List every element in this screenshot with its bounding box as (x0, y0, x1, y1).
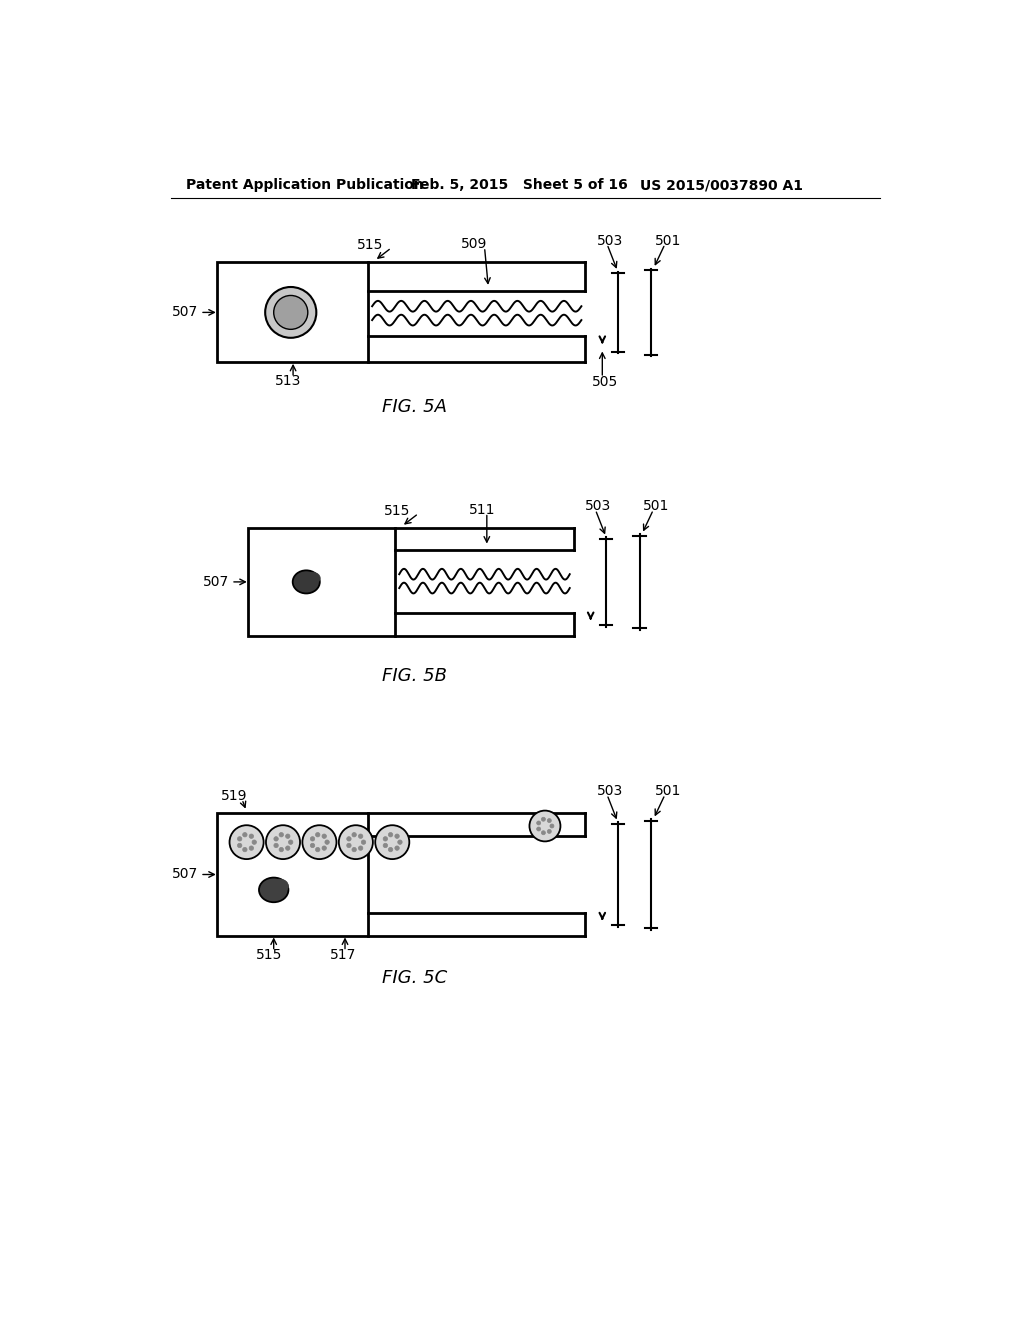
Circle shape (547, 818, 551, 822)
Circle shape (347, 843, 351, 847)
Text: Patent Application Publication: Patent Application Publication (186, 178, 424, 193)
Text: 519: 519 (221, 789, 248, 803)
Text: 501: 501 (655, 784, 681, 799)
Circle shape (302, 825, 337, 859)
Circle shape (238, 843, 242, 847)
Circle shape (280, 833, 284, 837)
Circle shape (358, 834, 362, 838)
Circle shape (542, 830, 546, 834)
Text: Feb. 5, 2015   Sheet 5 of 16: Feb. 5, 2015 Sheet 5 of 16 (411, 178, 628, 193)
Text: 511: 511 (469, 503, 496, 516)
Circle shape (375, 825, 410, 859)
Circle shape (550, 824, 554, 828)
Text: 513: 513 (275, 374, 302, 388)
Text: US 2015/0037890 A1: US 2015/0037890 A1 (640, 178, 803, 193)
Text: 515: 515 (356, 239, 383, 252)
Circle shape (266, 825, 300, 859)
Circle shape (310, 837, 314, 841)
Text: 515: 515 (256, 948, 283, 962)
Circle shape (383, 843, 387, 847)
Circle shape (286, 834, 290, 838)
Circle shape (286, 846, 290, 850)
Circle shape (315, 847, 319, 851)
Text: 503: 503 (597, 234, 624, 248)
Text: 517: 517 (330, 948, 356, 962)
Circle shape (397, 840, 402, 845)
Text: 515: 515 (384, 504, 411, 517)
Text: 509: 509 (461, 236, 487, 251)
Circle shape (347, 837, 351, 841)
Ellipse shape (271, 879, 289, 894)
Bar (248, 528, 395, 636)
Circle shape (249, 834, 254, 838)
Circle shape (361, 840, 366, 845)
Text: FIG. 5A: FIG. 5A (382, 399, 447, 416)
Circle shape (273, 296, 308, 330)
Circle shape (252, 840, 256, 845)
Text: 505: 505 (592, 375, 617, 388)
Circle shape (537, 821, 541, 825)
Bar (217, 263, 369, 363)
Bar (217, 813, 369, 936)
Circle shape (325, 840, 330, 845)
Circle shape (280, 847, 284, 851)
Circle shape (339, 825, 373, 859)
Circle shape (395, 846, 399, 850)
Circle shape (322, 846, 327, 850)
Circle shape (542, 817, 546, 821)
Circle shape (388, 833, 393, 837)
Circle shape (529, 810, 560, 841)
Circle shape (395, 834, 399, 838)
Text: 501: 501 (655, 234, 681, 248)
Text: 503: 503 (597, 784, 624, 799)
Circle shape (383, 837, 387, 841)
Circle shape (358, 846, 362, 850)
Circle shape (289, 840, 293, 845)
Ellipse shape (305, 573, 321, 583)
Circle shape (238, 837, 242, 841)
Circle shape (243, 833, 247, 837)
Circle shape (249, 846, 254, 850)
Ellipse shape (293, 570, 319, 594)
Text: 507: 507 (203, 576, 229, 589)
Circle shape (547, 829, 551, 833)
Ellipse shape (259, 878, 289, 903)
Text: 507: 507 (172, 305, 199, 319)
Circle shape (273, 843, 279, 847)
Circle shape (265, 286, 316, 338)
Circle shape (352, 847, 356, 851)
Text: 501: 501 (643, 499, 670, 513)
Circle shape (315, 833, 319, 837)
Circle shape (273, 837, 279, 841)
Circle shape (310, 843, 314, 847)
Text: FIG. 5C: FIG. 5C (382, 969, 447, 987)
Text: FIG. 5B: FIG. 5B (382, 667, 447, 685)
Circle shape (388, 847, 393, 851)
Circle shape (352, 833, 356, 837)
Text: 503: 503 (586, 499, 611, 513)
Circle shape (322, 834, 327, 838)
Circle shape (229, 825, 263, 859)
Circle shape (537, 828, 541, 832)
Text: 507: 507 (172, 867, 199, 882)
Circle shape (243, 847, 247, 851)
